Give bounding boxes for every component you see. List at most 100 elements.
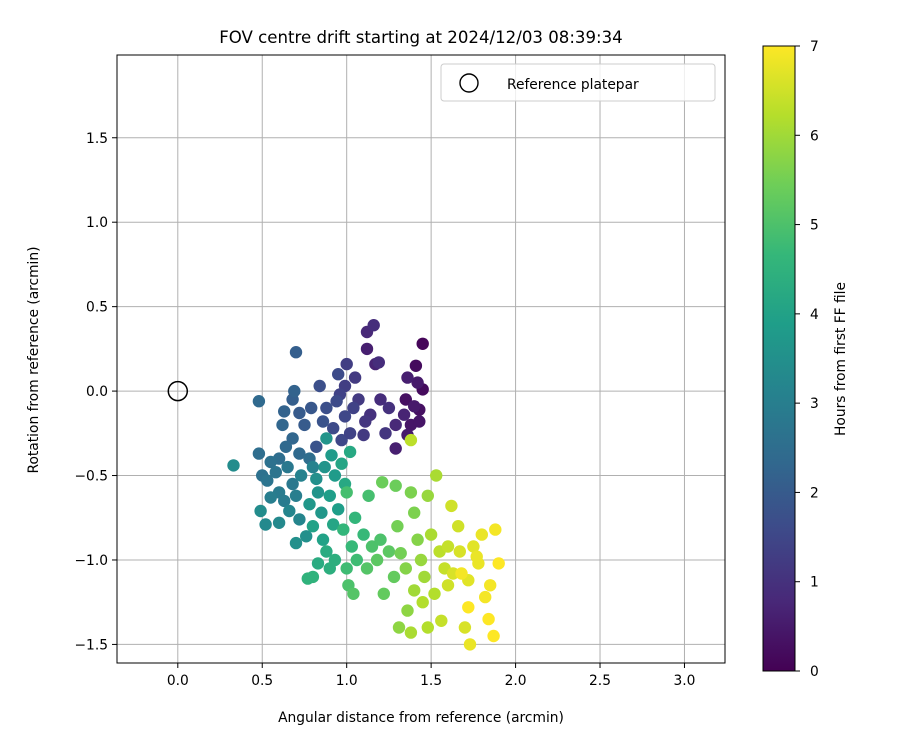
scatter-point bbox=[325, 449, 338, 462]
scatter-point bbox=[370, 553, 384, 567]
scatter-point bbox=[306, 520, 320, 533]
scatter-point bbox=[435, 614, 448, 627]
x-tick-label: 2.5 bbox=[589, 673, 611, 689]
scatter-point bbox=[492, 557, 505, 570]
scatter-point bbox=[428, 587, 441, 600]
scatter-point bbox=[252, 395, 266, 408]
scatter-point bbox=[316, 533, 330, 546]
scatter-point bbox=[374, 393, 387, 406]
scatter-point bbox=[347, 401, 360, 415]
scatter-point bbox=[252, 447, 266, 460]
scatter-point bbox=[360, 342, 374, 356]
x-tick-label: 3.0 bbox=[673, 673, 695, 689]
scatter-point bbox=[259, 518, 272, 531]
scatter-point bbox=[340, 562, 353, 575]
scatter-point bbox=[338, 410, 352, 423]
chart-title: FOV centre drift starting at 2024/12/03 … bbox=[219, 28, 623, 47]
scatter-point bbox=[489, 523, 502, 536]
scatter-point bbox=[347, 587, 360, 600]
colorbar-frame bbox=[762, 45, 796, 672]
scatter-point bbox=[421, 621, 434, 634]
scatter-point bbox=[479, 590, 492, 604]
scatter-point bbox=[335, 457, 348, 470]
scatter-point bbox=[372, 356, 385, 369]
scatter-point bbox=[345, 540, 358, 553]
scatter-points bbox=[227, 319, 505, 651]
scatter-point bbox=[323, 489, 336, 502]
scatter-point bbox=[276, 418, 289, 432]
scatter-point bbox=[462, 601, 475, 614]
scatter-point bbox=[320, 545, 333, 558]
reference-circle bbox=[167, 380, 189, 402]
scatter-point bbox=[320, 401, 333, 415]
scatter-point bbox=[416, 337, 429, 350]
scatter-point bbox=[399, 393, 412, 406]
scatter-point bbox=[335, 433, 348, 447]
scatter-point bbox=[441, 540, 455, 553]
scatter-point bbox=[294, 469, 308, 482]
scatter-point bbox=[254, 504, 267, 518]
scatter-point bbox=[430, 469, 443, 482]
scatter-point bbox=[376, 476, 389, 489]
scatter-point bbox=[362, 489, 375, 502]
reference-platepar-marker bbox=[167, 380, 189, 402]
scatter-point bbox=[411, 376, 424, 389]
colorbar-tick-label: 3 bbox=[810, 396, 819, 412]
colorbar-tick-label: 4 bbox=[810, 307, 819, 323]
scatter-point bbox=[298, 418, 311, 432]
legend-reference-marker bbox=[459, 73, 479, 93]
colorbar-tick-label: 7 bbox=[810, 39, 819, 55]
scatter-point bbox=[404, 486, 418, 499]
scatter-point bbox=[475, 528, 488, 541]
scatter-point bbox=[306, 570, 320, 584]
scatter-point bbox=[399, 562, 412, 575]
colorbar-tick-label: 5 bbox=[810, 218, 819, 234]
scatter-point bbox=[365, 540, 379, 553]
scatter-point bbox=[348, 371, 362, 384]
scatter-point bbox=[316, 415, 330, 428]
scatter-point bbox=[401, 604, 414, 617]
scatter-point bbox=[411, 533, 424, 546]
scatter-point bbox=[318, 460, 331, 474]
y-tick-label: −0.5 bbox=[74, 469, 108, 485]
scatter-point bbox=[279, 440, 293, 453]
scatter-point bbox=[470, 550, 483, 563]
colorbar-tick-label: 1 bbox=[810, 575, 819, 591]
scatter-point bbox=[332, 368, 345, 381]
x-tick-label: 0.0 bbox=[167, 673, 189, 689]
scatter-point bbox=[327, 422, 340, 435]
scatter-point bbox=[261, 474, 274, 487]
y-axis-label: Rotation from reference (arcmin) bbox=[26, 246, 42, 473]
scatter-point bbox=[293, 447, 306, 460]
scatter-point bbox=[413, 415, 426, 428]
scatter-point bbox=[387, 570, 401, 584]
scatter-point bbox=[409, 359, 423, 372]
x-tick-label: 1.5 bbox=[420, 673, 442, 689]
scatter-point bbox=[332, 503, 345, 516]
scatter-point bbox=[311, 486, 325, 499]
legend-label-reference: Reference platepar bbox=[507, 77, 639, 93]
axes: 0.0 0.5 1.0 1.5 2.0 2.5 3.0 −1.5 −1.0 −0.5 0.0 0.5 1… bbox=[74, 131, 695, 689]
colorbar-tick-label: 0 bbox=[810, 664, 819, 680]
colorbar-tick-label: 2 bbox=[810, 485, 819, 501]
scatter-point bbox=[453, 545, 466, 558]
scatter-point bbox=[392, 621, 406, 634]
scatter-point bbox=[401, 371, 414, 384]
scatter-point bbox=[305, 401, 318, 415]
scatter-point bbox=[278, 405, 291, 418]
scatter-point bbox=[414, 553, 428, 567]
scatter-point bbox=[286, 432, 299, 445]
scatter-point bbox=[408, 506, 421, 519]
x-tick-label: 0.5 bbox=[251, 673, 273, 689]
scatter-point bbox=[303, 498, 316, 511]
scatter-point bbox=[286, 477, 299, 491]
scatter-point bbox=[484, 579, 497, 592]
scatter-point bbox=[293, 406, 306, 420]
x-tick-label: 1.0 bbox=[336, 673, 358, 689]
scatter-point bbox=[424, 528, 438, 541]
scatter-point bbox=[313, 379, 326, 393]
scatter-point bbox=[348, 511, 362, 524]
scatter-point bbox=[278, 494, 291, 508]
scatter-point bbox=[389, 442, 402, 455]
